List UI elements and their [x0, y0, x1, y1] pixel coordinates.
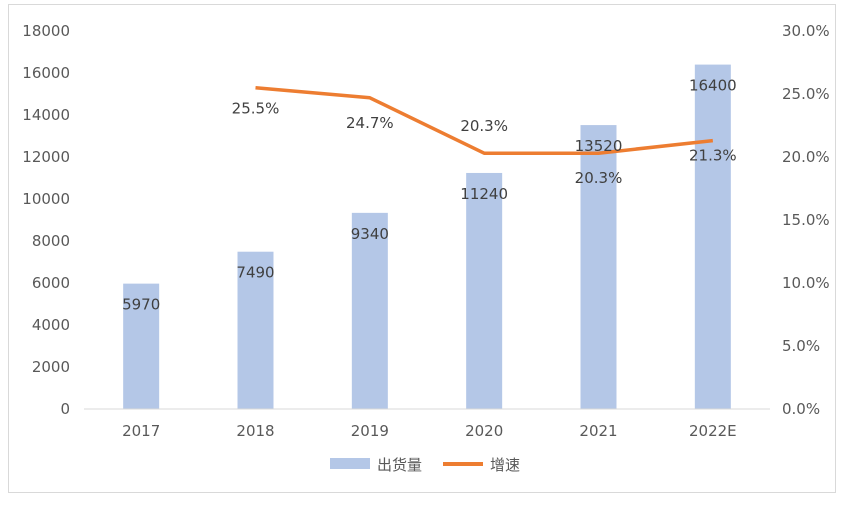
bar-data-label: 7490: [236, 264, 274, 282]
line-data-label: 25.5%: [232, 100, 280, 118]
line-data-label: 20.3%: [575, 169, 623, 187]
bar: [466, 172, 503, 409]
bar-data-label: 13520: [575, 137, 623, 155]
bar: [123, 283, 160, 409]
x-tick-label: 2021: [579, 422, 617, 440]
legend-swatch-bar: [330, 458, 370, 469]
left-tick-label: 0: [60, 400, 70, 418]
right-tick-label: 20.0%: [782, 148, 830, 166]
left-tick-label: 8000: [32, 232, 70, 250]
bar-data-label: 5970: [122, 296, 160, 314]
bar-data-label: 9340: [351, 225, 389, 243]
bar: [237, 251, 274, 409]
right-axis-ticks: 0.0% 5.0% 10.0% 15.0% 20.0% 25.0% 30.0%: [782, 22, 830, 418]
bar: [351, 212, 388, 409]
x-tick-label: 2019: [351, 422, 389, 440]
right-tick-label: 5.0%: [782, 337, 820, 355]
left-tick-label: 18000: [22, 22, 70, 40]
left-tick-label: 4000: [32, 316, 70, 334]
x-tick-label: 2017: [122, 422, 160, 440]
left-tick-label: 2000: [32, 358, 70, 376]
left-tick-label: 14000: [22, 106, 70, 124]
x-tick-label: 2022E: [689, 422, 737, 440]
right-tick-label: 25.0%: [782, 85, 830, 103]
x-axis-ticks: 2017 2018 2019 2020 2021 2022E: [122, 422, 737, 440]
line-series: [255, 85, 714, 155]
legend: 出货量 增速: [330, 456, 520, 474]
bar: [580, 125, 617, 409]
bar-data-label: 11240: [460, 185, 508, 203]
growth-line: [255, 85, 714, 155]
x-tick-label: 2020: [465, 422, 503, 440]
right-tick-label: 10.0%: [782, 274, 830, 292]
legend-label-bar: 出货量: [377, 456, 422, 474]
bar-series: [123, 64, 731, 409]
right-tick-label: 0.0%: [782, 400, 820, 418]
left-tick-label: 12000: [22, 148, 70, 166]
line-data-label: 20.3%: [460, 117, 508, 135]
left-tick-label: 6000: [32, 274, 70, 292]
bar-data-labels: 5970 7490 9340 11240 13520 16400: [122, 77, 737, 314]
line-data-label: 21.3%: [689, 147, 737, 165]
line-data-label: 24.7%: [346, 114, 394, 132]
legend-label-line: 增速: [490, 456, 520, 474]
x-tick-label: 2018: [236, 422, 274, 440]
bar-data-label: 16400: [689, 77, 737, 95]
left-tick-label: 16000: [22, 64, 70, 82]
right-tick-label: 30.0%: [782, 22, 830, 40]
left-axis-ticks: 0 2000 4000 6000 8000 10000 12000 14000 16000 180…: [22, 22, 70, 418]
bar: [694, 64, 731, 409]
left-tick-label: 10000: [22, 190, 70, 208]
line-data-labels: 25.5% 24.7% 20.3% 20.3% 21.3%: [232, 100, 737, 188]
right-tick-label: 15.0%: [782, 211, 830, 229]
